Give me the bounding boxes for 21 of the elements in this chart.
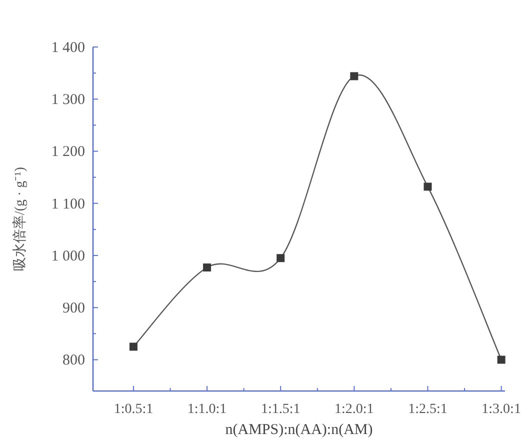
x-tick-label: 1:2.0:1 [334, 402, 374, 417]
x-tick-label: 1:1.0:1 [187, 402, 227, 417]
y-tick-label: 800 [62, 352, 85, 369]
y-tick-label: 900 [62, 300, 85, 317]
point [203, 263, 212, 272]
point [424, 182, 432, 191]
x-axis-title: n(AMPS):n(AA):n(AM) [225, 422, 373, 438]
point [497, 356, 506, 364]
x-tick-label: 1:3.0:1 [482, 402, 521, 417]
point [350, 72, 358, 80]
y-tick-label: 1 200 [51, 144, 85, 160]
x-tick-label: 1:2.5:1 [408, 402, 448, 417]
point [276, 254, 285, 262]
y-axis-title: 吸水倍率/(g · g⁻¹) [12, 166, 28, 272]
y-tick-label: 1 000 [51, 248, 85, 264]
x-tick-label: 1:1.5:1 [260, 402, 300, 417]
y-tick-label: 1 400 [51, 40, 85, 56]
y-tick-label: 1 300 [51, 92, 85, 108]
x-tick-label: 1:0.5:1 [114, 402, 154, 417]
y-tick-label: 1 100 [51, 196, 85, 212]
point [129, 342, 138, 351]
